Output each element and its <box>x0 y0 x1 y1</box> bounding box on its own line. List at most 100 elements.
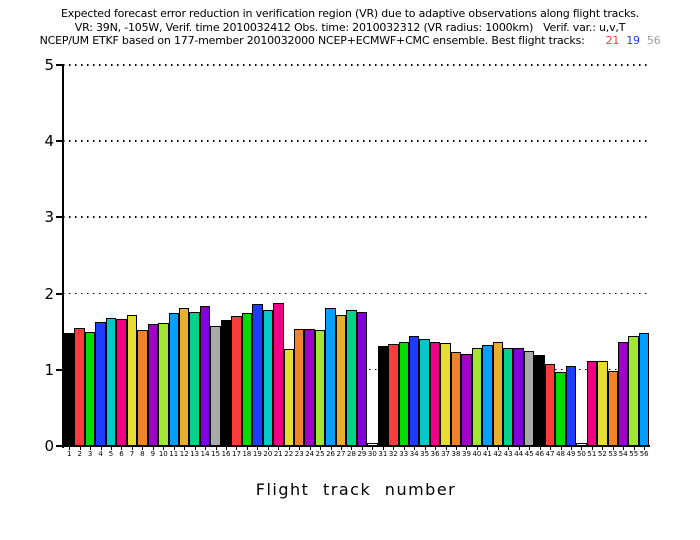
bar-slot-21 <box>273 303 284 446</box>
bar-slot-17 <box>231 316 242 446</box>
gridline-y-5 <box>63 64 649 66</box>
bar-track-34 <box>408 336 420 446</box>
x-tick-label-26: 26 <box>326 450 336 458</box>
bar-slot-20 <box>262 310 274 446</box>
bar-slot-51 <box>586 361 598 446</box>
bar-track-32 <box>388 344 399 446</box>
x-tick-24 <box>304 446 314 451</box>
y-tick-5 <box>56 64 63 66</box>
gridline-y-4 <box>63 140 649 142</box>
x-tick-31 <box>378 446 388 451</box>
x-tick-label-46: 46 <box>535 450 545 458</box>
x-tick-30 <box>367 446 377 451</box>
best-track-56: 56 <box>646 34 661 47</box>
x-tick-42 <box>493 446 503 451</box>
bar-track-42 <box>492 342 504 446</box>
x-tick-label-6: 6 <box>119 450 124 458</box>
x-tick-label-40: 40 <box>472 450 482 458</box>
x-tick-26 <box>325 446 335 451</box>
bar-track-55 <box>628 336 639 446</box>
bar-slot-19 <box>252 304 263 446</box>
bar-track-28 <box>346 310 357 446</box>
bar-track-17 <box>231 316 242 446</box>
x-tick-label-2: 2 <box>77 450 82 458</box>
bar-slot-26 <box>325 308 336 446</box>
bar-track-48 <box>555 372 566 446</box>
x-tick-label-33: 33 <box>399 450 409 458</box>
x-tick-43 <box>503 446 513 451</box>
x-tick-label-16: 16 <box>221 450 231 458</box>
bar-slot-10 <box>158 323 169 446</box>
chart-title-line2: VR: 39N, -105W, Verif. time 2010032412 O… <box>74 20 626 34</box>
x-tick-label-24: 24 <box>305 450 315 458</box>
x-tick-label-49: 49 <box>566 450 576 458</box>
x-tick-label-29: 29 <box>357 450 367 458</box>
bar-track-4 <box>95 322 106 446</box>
x-tick-21 <box>273 446 283 451</box>
bar-track-2 <box>74 328 85 446</box>
bar-track-37 <box>440 343 451 446</box>
x-tick-55 <box>628 446 638 451</box>
x-tick-label-5: 5 <box>108 450 114 458</box>
bar-slot-49 <box>565 366 577 446</box>
x-tick-label-11: 11 <box>169 450 179 458</box>
bar-slot-22 <box>283 349 294 446</box>
x-tick-13 <box>189 446 199 451</box>
x-tick-label-23: 23 <box>294 450 304 458</box>
x-tick-23 <box>294 446 304 451</box>
bar-slot-45 <box>523 351 535 446</box>
bar-track-16 <box>220 320 232 446</box>
x-tick-27 <box>336 446 346 451</box>
x-tick-39 <box>461 446 471 451</box>
bar-track-51 <box>586 361 598 446</box>
bar-track-31 <box>377 346 389 446</box>
x-tick-label-22: 22 <box>284 450 294 458</box>
x-tick-label-42: 42 <box>493 450 503 458</box>
x-tick-label-20: 20 <box>263 450 273 458</box>
bar-slot-18 <box>241 313 253 446</box>
x-tick-9 <box>148 446 158 451</box>
x-tick-47 <box>545 446 555 451</box>
bar-track-54 <box>618 342 629 446</box>
y-tick-label-1: 1 <box>44 360 54 379</box>
bar-slot-40 <box>471 348 483 446</box>
bar-track-41 <box>482 345 493 446</box>
x-tick-label-39: 39 <box>461 450 471 458</box>
x-tick-20 <box>263 446 273 451</box>
x-tick-4 <box>95 446 105 451</box>
x-tick-22 <box>284 446 294 451</box>
gridline-y-2 <box>63 292 649 295</box>
bar-track-24 <box>304 329 315 446</box>
bar-slot-25 <box>314 330 326 446</box>
best-track-21: 21 <box>605 34 620 47</box>
bar-track-9 <box>147 324 159 446</box>
bar-slot-2 <box>74 328 85 446</box>
x-tick-label-35: 35 <box>420 450 430 458</box>
x-tick-45 <box>524 446 534 451</box>
x-tick-52 <box>597 446 607 451</box>
bar-slot-34 <box>408 336 420 446</box>
bar-slot-39 <box>461 354 472 446</box>
x-tick-35 <box>419 446 429 451</box>
bar-track-6 <box>116 319 127 446</box>
x-tick-label-50: 50 <box>576 450 586 458</box>
bar-slot-6 <box>116 319 127 446</box>
bar-track-7 <box>126 315 138 446</box>
bar-track-49 <box>565 366 577 446</box>
x-tick-label-43: 43 <box>503 450 513 458</box>
x-tick-label-41: 41 <box>482 450 492 458</box>
bar-slot-24 <box>304 329 315 446</box>
x-tick-label-17: 17 <box>232 450 241 458</box>
bar-slot-32 <box>388 344 399 446</box>
bar-track-21 <box>273 303 284 446</box>
bar-slot-5 <box>105 318 117 446</box>
x-tick-label-38: 38 <box>451 450 461 458</box>
bar-track-23 <box>293 329 305 446</box>
bar-track-35 <box>419 339 430 446</box>
x-tick-label-45: 45 <box>524 450 534 458</box>
bar-track-56 <box>638 333 650 446</box>
bar-slot-15 <box>210 326 221 446</box>
bar-track-29 <box>356 312 368 446</box>
